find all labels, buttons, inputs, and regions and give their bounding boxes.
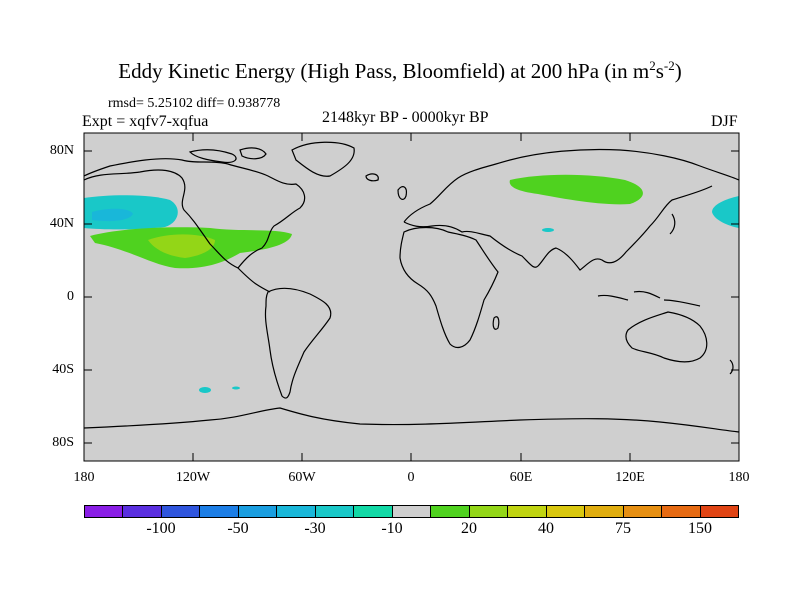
coast-indonesia [597,290,701,307]
colorbar-segment [277,506,316,517]
shade-npacific-west [712,196,739,228]
colorbar-label: -50 [227,520,249,537]
lon-label-120e: 120E [615,470,645,485]
colorbar-label: 40 [538,520,554,537]
lon-label-180e: 180 [728,470,750,485]
colorbar-segment [700,506,738,517]
lon-label-180w: 180 [73,470,95,485]
coast-antarctica [83,407,740,433]
colorbar-segment [315,506,355,517]
colorbar-label: -30 [304,520,326,537]
coast-central-america [237,267,271,293]
anomaly-shading [84,174,739,393]
shade-subtropical-core [148,234,215,258]
shade-south-pacific-patch-2 [232,386,240,390]
coast-baffin [239,147,267,160]
coast-eurasia [403,148,740,271]
colorbar-label: -100 [146,520,176,537]
coast-iceland [365,173,379,182]
lon-label-60w: 60W [288,470,316,485]
colorbar-label: 75 [615,520,631,537]
colorbar-segment [85,506,124,517]
coast-greenland [291,141,355,177]
colorbar-segment [469,506,509,517]
colorbar-segment [392,506,432,517]
colorbar-segment [431,506,470,517]
tick-marks [84,133,739,461]
colorbar-segment [623,506,663,517]
lat-label-40n: 40N [49,216,74,231]
colorbar-segment [508,506,547,517]
colorbar-segment [123,506,162,517]
colorbar-segment [161,506,201,517]
shade-arabia-patch [542,228,554,232]
experiment-label: Expt = xqfv7-xqfua [82,113,209,130]
colorbar-segment [546,506,586,517]
period-label: 2148kyr BP - 0000kyr BP [322,109,489,126]
colorbar-segment [585,506,624,517]
lat-label-80s: 80S [52,435,74,450]
coast-north-america [83,158,306,269]
lon-label-120w: 120W [175,470,211,485]
stats-text: rmsd= 5.25102 diff= 0.938778 [108,96,281,111]
colorbar-segment [200,506,239,517]
colorbar-label: 20 [461,520,477,537]
shade-npacific-east-core [92,208,133,222]
coast-arctic-islands [188,149,237,163]
colorbar-label: -10 [381,520,403,537]
lat-label-80n: 80N [49,143,74,158]
coast-australia [625,311,708,363]
lon-label-0: 0 [407,470,415,485]
coast-uk [397,186,407,200]
colorbar-segment [662,506,701,517]
coast-new-zealand [729,359,734,375]
season-label: DJF [711,113,738,130]
coast-africa [399,226,499,349]
lat-label-0: 0 [67,289,74,304]
coast-south-america [264,287,332,399]
colorbar-segment [354,506,393,517]
lon-label-60e: 60E [509,470,533,485]
map-background [84,133,739,461]
shade-south-pacific-patch [199,387,211,393]
coastlines [83,141,740,433]
colorbar [84,505,739,518]
shade-central-asia [509,174,643,205]
colorbar-segment [238,506,278,517]
coast-japan [669,213,676,235]
lat-label-40s: 40S [52,362,74,377]
chart-title: Eddy Kinetic Energy (High Pass, Bloomfie… [118,58,682,83]
coast-madagascar [492,316,500,330]
colorbar-label: 150 [688,520,712,537]
